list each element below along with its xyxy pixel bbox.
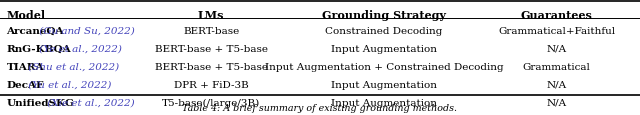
Text: LMs: LMs (198, 10, 225, 21)
Text: Grammatical: Grammatical (523, 62, 591, 71)
Text: TIARA: TIARA (6, 62, 44, 71)
Text: Guarantees: Guarantees (521, 10, 593, 21)
Text: RnG-KBQA: RnG-KBQA (6, 44, 71, 53)
Text: Model: Model (6, 10, 45, 21)
Text: Input Augmentation: Input Augmentation (331, 44, 437, 53)
Text: T5-base(/large/3B): T5-base(/large/3B) (162, 98, 260, 107)
Text: BERT-base + T5-base: BERT-base + T5-base (155, 62, 268, 71)
Text: (Xie et al., 2022): (Xie et al., 2022) (44, 98, 134, 107)
Text: Grounding Strategy: Grounding Strategy (322, 10, 446, 21)
Text: Table 4: A brief summary of existing grounding methods.: Table 4: A brief summary of existing gro… (182, 103, 458, 112)
Text: (Gu and Su, 2022): (Gu and Su, 2022) (36, 26, 135, 35)
Text: DPR + FiD-3B: DPR + FiD-3B (174, 80, 248, 89)
Text: (Ye et al., 2022): (Ye et al., 2022) (36, 44, 122, 53)
Text: Input Augmentation + Constrained Decoding: Input Augmentation + Constrained Decodin… (265, 62, 503, 71)
Text: UnifiedSKG: UnifiedSKG (6, 98, 74, 107)
Text: Constrained Decoding: Constrained Decoding (325, 26, 443, 35)
Text: N/A: N/A (547, 80, 567, 89)
Text: Input Augmentation: Input Augmentation (331, 80, 437, 89)
Text: (Shu et al., 2022): (Shu et al., 2022) (25, 62, 119, 71)
Text: BERT-base + T5-base: BERT-base + T5-base (155, 44, 268, 53)
Text: BERT-base: BERT-base (183, 26, 239, 35)
Text: Input Augmentation: Input Augmentation (331, 98, 437, 107)
Text: Grammatical+Faithful: Grammatical+Faithful (498, 26, 616, 35)
Text: DecAF: DecAF (6, 80, 44, 89)
Text: (Yu et al., 2022): (Yu et al., 2022) (25, 80, 111, 89)
Text: N/A: N/A (547, 44, 567, 53)
Text: N/A: N/A (547, 98, 567, 107)
Text: ArcaneQA: ArcaneQA (6, 26, 64, 35)
